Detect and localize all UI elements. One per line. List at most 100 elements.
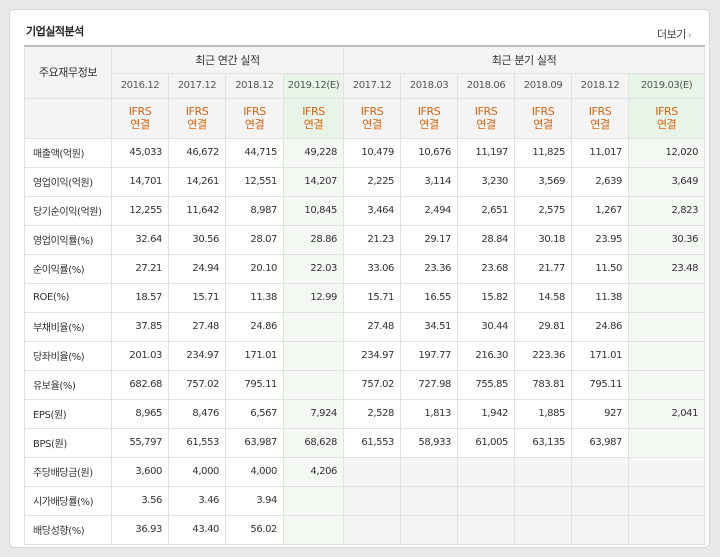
ifrs-consolidated-label: IFRS 연결 [282,97,345,139]
table-cell [628,311,706,342]
table-row: 당기순이익(억원) 12,255 11,642 8,987 10,845 3,464 2,4… [24,195,706,226]
table-cell: 3,600 [111,456,169,487]
table-cell: 24.86 [225,311,284,342]
table-cell: 45,033 [111,137,169,168]
table-cell: 3,649 [628,166,706,197]
row-label: 주당배당금(원) [24,456,112,487]
table-cell: 27.48 [343,311,402,342]
table-cell: 63,135 [514,427,573,458]
table-cell: 216.30 [457,340,516,371]
table-cell: 36.93 [111,514,169,545]
table-cell: 197.77 [400,340,459,371]
table-cell: 3.56 [111,485,169,516]
period-header: 2017.12 [343,72,402,99]
row-label: 영업이익률(%) [24,224,112,255]
table-cell: 11,017 [571,137,630,168]
table-cell: 201.03 [111,340,169,371]
table-cell: 1,942 [457,398,516,429]
table-cell [343,485,402,516]
table-cell: 11,642 [168,195,226,226]
table-cell [282,340,345,371]
row-label: 부채비율(%) [24,311,112,342]
consolidated-label: 연결 [590,118,610,131]
table-cell: 8,987 [225,195,284,226]
table-row: BPS(원) 55,797 61,553 63,987 68,628 61,553 58,9… [24,427,706,458]
table-cell: 3.94 [225,485,284,516]
more-label[interactable]: 더보기 [657,28,686,41]
table-cell: 2,494 [400,195,459,226]
table-cell: 795.11 [571,369,630,400]
table-cell: 28.84 [457,224,516,255]
table-cell: 11,197 [457,137,516,168]
table-cell: 12,551 [225,166,284,197]
table-cell: 6,567 [225,398,284,429]
table-cell: 63,987 [225,427,284,458]
table-cell: 15.82 [457,282,516,313]
table-cell: 14,207 [282,166,345,197]
row-label: EPS(원) [24,398,112,429]
table-cell [282,369,345,400]
ifrs-corner [24,97,112,139]
table-cell [400,456,459,487]
table-cell: 3,230 [457,166,516,197]
table-row: 배당성향(%) 36.93 43.40 56.02 [24,514,706,545]
table-cell: 23.36 [400,253,459,284]
more-link[interactable]: 더보기 › [657,26,692,42]
table-cell: 23.68 [457,253,516,284]
table-cell: 234.97 [343,340,402,371]
panel-title: 기업실적분석 [26,25,84,38]
ifrs-label: IFRS [243,105,266,118]
table-cell [571,485,630,516]
table-cell [628,340,706,371]
table-cell: 30.36 [628,224,706,255]
table-row: 부채비율(%) 37.85 27.48 24.86 27.48 34.51 30.44 29.… [24,311,706,342]
table-cell: 14,261 [168,166,226,197]
table-cell [457,485,516,516]
table-cell: 24.86 [571,311,630,342]
table-row: 유보율(%) 682.68 757.02 795.11 757.02 727.98 755.… [24,369,706,400]
table-cell: 56.02 [225,514,284,545]
row-label: 당기순이익(억원) [24,195,112,226]
table-cell: 223.36 [514,340,573,371]
table-cell: 234.97 [168,340,226,371]
row-label: BPS(원) [24,427,112,458]
table-row: 영업이익(억원) 14,701 14,261 12,551 14,207 2,225 3,1… [24,166,706,197]
table-cell: 33.06 [343,253,402,284]
consolidated-label: 연결 [187,118,207,131]
ifrs-label: IFRS [302,105,325,118]
table-cell: 34.51 [400,311,459,342]
row-label: 배당성향(%) [24,514,112,545]
table-cell: 757.02 [343,369,402,400]
table-cell: 43.40 [168,514,226,545]
ifrs-consolidated-label: IFRS 연결 [571,97,630,139]
consolidated-label: 연결 [533,118,553,131]
table-cell: 7,924 [282,398,345,429]
table-cell [457,514,516,545]
table-cell: 29.17 [400,224,459,255]
table-cell: 12,020 [628,137,706,168]
table-cell: 4,000 [225,456,284,487]
table-row: 주당배당금(원) 3,600 4,000 4,000 4,206 [24,456,706,487]
period-header: 2018.09 [514,72,573,99]
consolidated-label: 연결 [419,118,439,131]
table-cell [282,485,345,516]
ifrs-label: IFRS [655,105,678,118]
table-cell: 1,267 [571,195,630,226]
period-header: 2019.03(E) [628,72,706,99]
table-cell: 55,797 [111,427,169,458]
financial-table: 주요재무정보 최근 연간 실적 최근 분기 실적 2016.12 2017.12 2… [24,45,706,545]
table-cell: 21.23 [343,224,402,255]
table-cell: 927 [571,398,630,429]
table-cell: 30.56 [168,224,226,255]
ifrs-consolidated-label: IFRS 연결 [168,97,226,139]
table-cell [628,456,706,487]
period-header: 2019.12(E) [282,72,345,99]
table-cell [282,311,345,342]
table-cell [628,485,706,516]
period-header: 2018.12 [571,72,630,99]
table-cell: 3,569 [514,166,573,197]
table-cell [400,514,459,545]
table-cell: 1,813 [400,398,459,429]
ifrs-consolidated-label: IFRS 연결 [343,97,402,139]
table-cell: 61,553 [168,427,226,458]
